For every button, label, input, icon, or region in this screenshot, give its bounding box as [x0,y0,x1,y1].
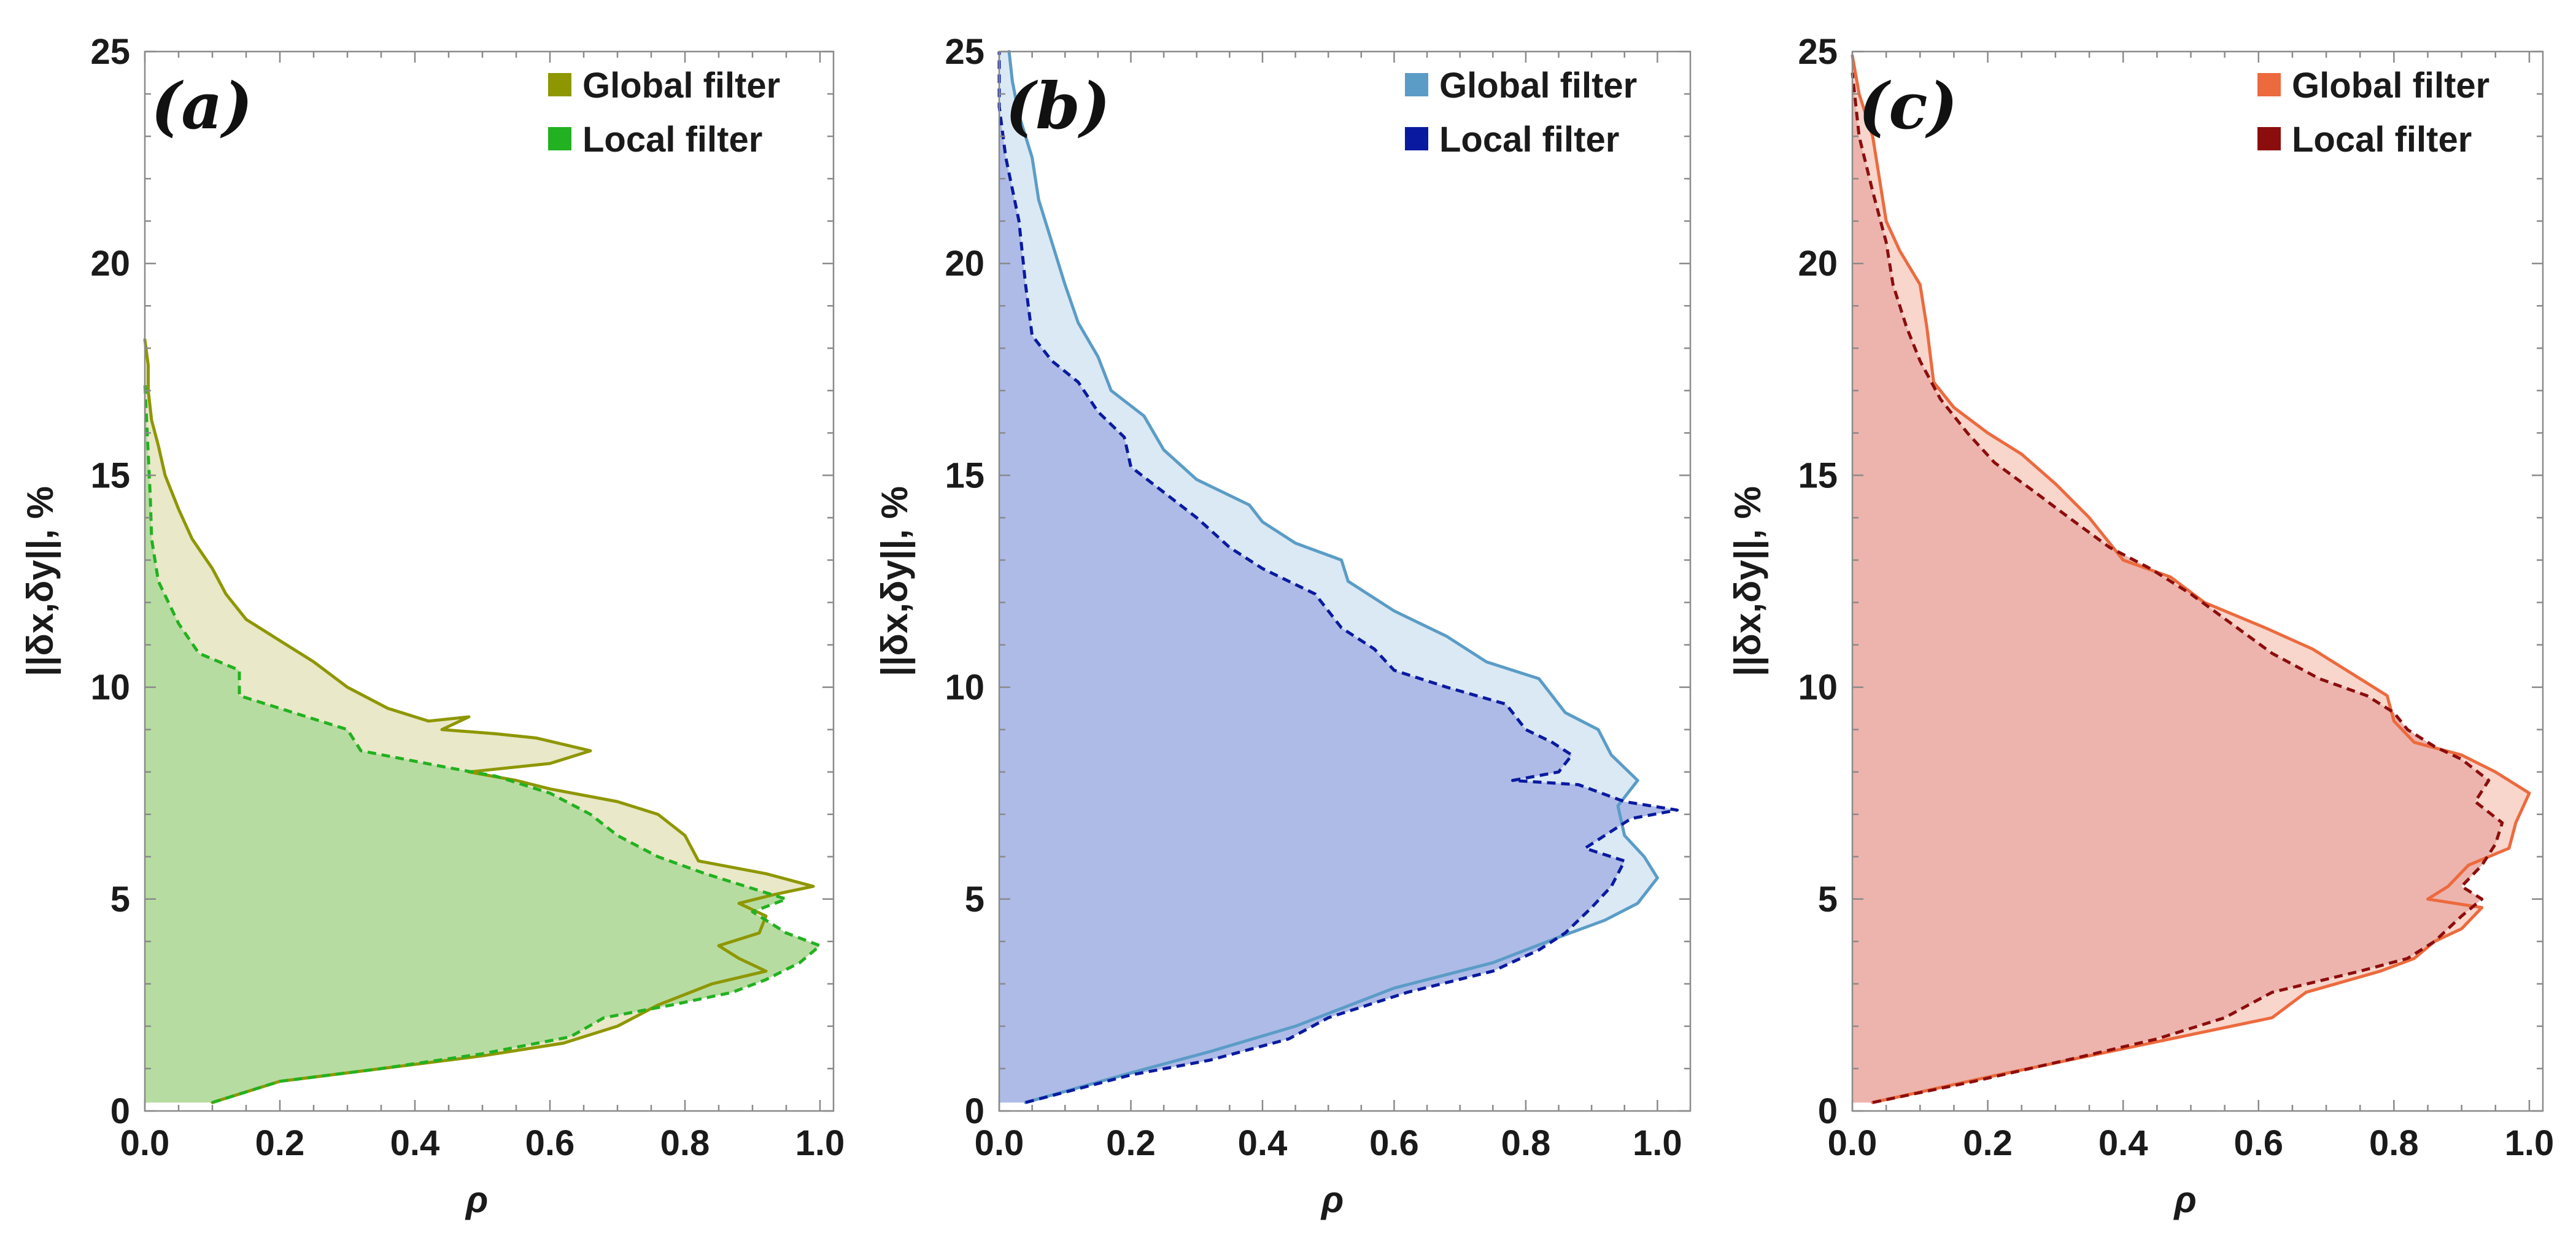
local-filter-area [1852,72,2502,1103]
x-axis-label: ρ [2173,1179,2196,1220]
x-tick-label: 0.2 [1963,1123,2013,1163]
y-axis-label: ||δx,δy||, % [20,486,61,676]
y-tick-label: 20 [1798,244,1838,284]
legend-label: Local filter [2292,120,2472,160]
legend-label: Global filter [1439,66,1637,106]
x-tick-label: 0.6 [525,1123,575,1163]
y-tick-label: 0 [965,1091,984,1131]
legend-swatch [548,127,571,150]
local-filter-line [997,52,1679,1104]
x-tick-label: 0.0 [120,1123,170,1163]
x-tick-label: 0.6 [2234,1123,2283,1163]
y-tick-label: 10 [1798,668,1838,708]
panel-a: 0.0 0.2 0.4 0.6 0.8 1.0 0 5 10 15 20 25 ρ ||δx,δy||, … [20,32,845,1220]
global-filter-line [1007,50,1659,1104]
plot-frame [144,50,835,1112]
x-tick-label: 0.8 [660,1123,710,1163]
legend-label: Local filter [582,120,762,160]
x-axis-label: ρ [465,1179,488,1220]
legend-label: Global filter [2292,66,2489,106]
x-tick-label: 0.4 [2098,1123,2148,1163]
legend-swatch [548,73,571,96]
plot-frame [998,50,1692,1112]
legend-label: Global filter [582,66,780,106]
y-tick-label: 15 [90,455,130,495]
y-tick-label: 10 [945,668,984,708]
y-tick-label: 5 [110,880,130,919]
local-filter-line [1851,72,2504,1104]
x-tick-label: 0.8 [1501,1123,1551,1163]
y-tick-label: 5 [965,880,984,919]
legend-swatch [2257,127,2281,150]
panel-c: 0.0 0.2 0.4 0.6 0.8 1.0 0 5 10 15 20 25 ρ ||δx,δy||, … [1727,32,2554,1220]
legend-swatch [1405,127,1428,150]
y-tick-label: 5 [1818,880,1838,919]
x-tick-label: 0.0 [975,1123,1024,1163]
y-tick-label: 25 [945,32,984,72]
legend-swatch [1405,73,1428,96]
x-tick-label: 0.4 [390,1123,440,1163]
x-tick-label: 1.0 [795,1123,845,1163]
y-tick-label: 25 [90,32,130,72]
y-tick-label: 25 [1798,32,1838,72]
y-axis-label: ||δx,δy||, % [874,486,916,676]
y-tick-label: 0 [110,1091,130,1131]
x-tick-label: 0.2 [1106,1123,1156,1163]
x-tick-label: 0.4 [1238,1123,1288,1163]
x-tick-label: 1.0 [1633,1123,1682,1163]
panel-label: (c) [1859,68,1958,144]
legend-swatch [2257,73,2281,96]
x-axis-label: ρ [1320,1179,1344,1220]
x-tick-label: 0.0 [1828,1123,1878,1163]
global-filter-line [1851,54,2531,1104]
x-tick-label: 0.6 [1369,1123,1419,1163]
x-tick-label: 0.2 [255,1123,305,1163]
panel-label: (b) [1005,68,1110,144]
y-tick-label: 20 [945,244,984,284]
y-tick-label: 15 [945,455,984,495]
legend-label: Local filter [1439,120,1619,160]
x-tick-label: 0.8 [2369,1123,2419,1163]
y-tick-label: 0 [1818,1091,1838,1131]
y-axis-label: ||δx,δy||, % [1727,486,1769,676]
panel-label: (a) [151,68,253,144]
local-filter-area [145,382,820,1103]
local-filter-area [999,52,1677,1103]
y-tick-label: 20 [90,244,130,284]
plot-frame [1851,50,2544,1112]
x-tick-label: 1.0 [2505,1123,2555,1163]
panel-b: 0.0 0.2 0.4 0.6 0.8 1.0 0 5 10 15 20 25 ρ ||δx,δy||, … [874,32,1692,1220]
y-tick-label: 10 [90,668,130,708]
y-tick-label: 15 [1798,455,1838,495]
local-filter-line [143,382,822,1104]
